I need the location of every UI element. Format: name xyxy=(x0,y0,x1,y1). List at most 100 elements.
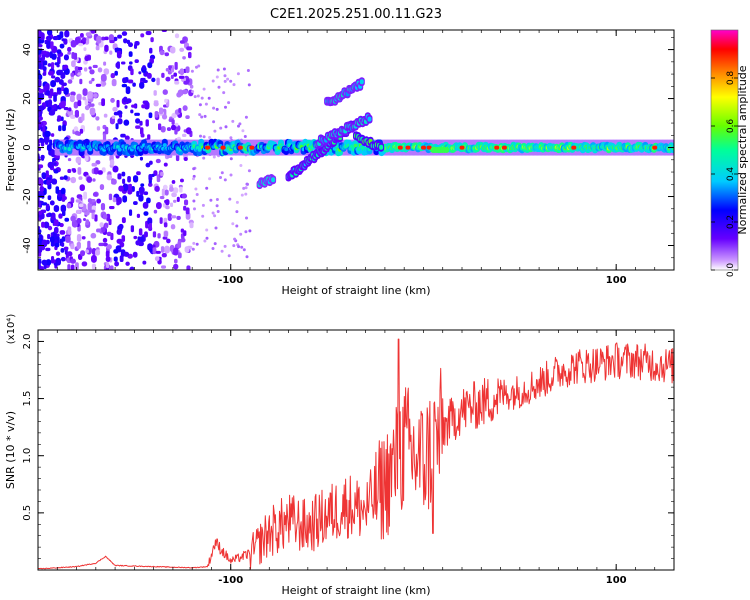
noise-speck xyxy=(47,195,52,201)
noise-speck xyxy=(174,80,180,85)
noise-speck xyxy=(204,102,208,106)
noise-speck xyxy=(138,186,145,194)
noise-speck xyxy=(138,194,144,202)
noise-speck xyxy=(54,62,60,66)
noise-speck xyxy=(61,100,66,107)
bottom-y-multiplier: (x10⁴) xyxy=(6,314,17,345)
noise-speck xyxy=(122,183,129,192)
noise-speck xyxy=(165,67,170,72)
noise-speck xyxy=(50,41,54,50)
noise-speck xyxy=(102,237,108,243)
noise-speck xyxy=(211,211,215,215)
noise-speck xyxy=(99,184,105,191)
noise-speck xyxy=(43,85,47,93)
noise-speck xyxy=(248,229,252,233)
noise-speck xyxy=(185,66,190,74)
noise-speck xyxy=(173,199,177,203)
noise-speck xyxy=(48,99,52,108)
noise-speck xyxy=(153,90,157,96)
noise-speck xyxy=(60,187,66,195)
noise-speck xyxy=(130,267,134,270)
noise-speck xyxy=(54,76,61,83)
noise-speck xyxy=(51,149,55,158)
noise-speck xyxy=(118,113,123,118)
noise-speck xyxy=(96,228,102,233)
noise-speck xyxy=(156,77,160,86)
noise-speck xyxy=(41,259,48,266)
noise-speck xyxy=(213,129,217,133)
noise-speck xyxy=(69,94,75,103)
noise-speck xyxy=(75,36,81,45)
noise-speck xyxy=(147,72,152,79)
noise-speck xyxy=(38,44,43,48)
noise-speck xyxy=(159,217,163,224)
noise-speck xyxy=(114,70,118,76)
noise-speck xyxy=(184,199,189,206)
noise-speck xyxy=(203,114,207,118)
noise-speck xyxy=(236,72,240,76)
noise-speck xyxy=(116,99,120,108)
noise-speck xyxy=(223,244,227,248)
noise-speck xyxy=(56,49,62,54)
top-y-tick-label: 40 xyxy=(22,43,33,56)
noise-speck xyxy=(235,224,239,228)
carrier-peak xyxy=(494,145,500,150)
noise-speck xyxy=(131,104,137,108)
top-plot-frame xyxy=(37,29,675,271)
colorbar-frame xyxy=(710,29,739,271)
noise-speck xyxy=(165,199,170,206)
noise-speck xyxy=(121,31,128,36)
noise-speck xyxy=(127,79,134,84)
noise-speck xyxy=(57,115,62,122)
noise-speck xyxy=(51,53,57,60)
noise-speck xyxy=(113,256,118,262)
noise-speck xyxy=(220,171,224,175)
noise-speck xyxy=(173,72,178,77)
noise-speck xyxy=(75,156,82,164)
noise-speck xyxy=(193,95,197,99)
noise-speck xyxy=(116,201,120,206)
top-x-tick-label: 100 xyxy=(606,275,627,286)
colorbar-gradient xyxy=(711,30,738,270)
noise-speck xyxy=(67,51,71,55)
noise-speck xyxy=(70,197,75,204)
noise-speck xyxy=(162,184,168,190)
noise-speck xyxy=(90,232,97,239)
noise-speck xyxy=(89,103,95,107)
noise-speck xyxy=(213,214,217,218)
noise-speck xyxy=(239,164,243,167)
noise-speck xyxy=(179,186,183,193)
noise-speck xyxy=(223,178,227,182)
noise-speck xyxy=(113,36,118,42)
noise-speck xyxy=(50,80,56,88)
noise-speck xyxy=(226,77,230,81)
noise-speck xyxy=(46,40,51,49)
noise-speck xyxy=(152,231,157,238)
noise-speck xyxy=(170,74,174,80)
carrier-peak xyxy=(405,145,411,150)
noise-speck xyxy=(38,74,43,80)
noise-speck xyxy=(229,136,233,140)
noise-speck xyxy=(53,162,57,166)
noise-speck xyxy=(70,258,76,264)
noise-speck xyxy=(162,89,168,95)
noise-speck xyxy=(147,217,153,225)
noise-speck xyxy=(191,247,195,251)
noise-speck xyxy=(140,33,145,38)
carrier-cell xyxy=(117,147,122,152)
noise-speck xyxy=(171,119,175,125)
noise-speck xyxy=(62,65,68,70)
noise-speck xyxy=(173,247,179,256)
noise-speck xyxy=(47,161,54,169)
noise-speck xyxy=(211,79,215,83)
noise-speck xyxy=(76,234,82,242)
noise-speck xyxy=(59,176,65,180)
noise-speck xyxy=(43,60,48,66)
noise-speck xyxy=(70,176,77,184)
noise-speck xyxy=(63,87,69,95)
carrier-peak xyxy=(220,145,226,150)
noise-speck xyxy=(63,246,69,251)
noise-speck xyxy=(165,76,171,82)
noise-speck xyxy=(110,73,116,79)
noise-speck xyxy=(55,186,60,194)
